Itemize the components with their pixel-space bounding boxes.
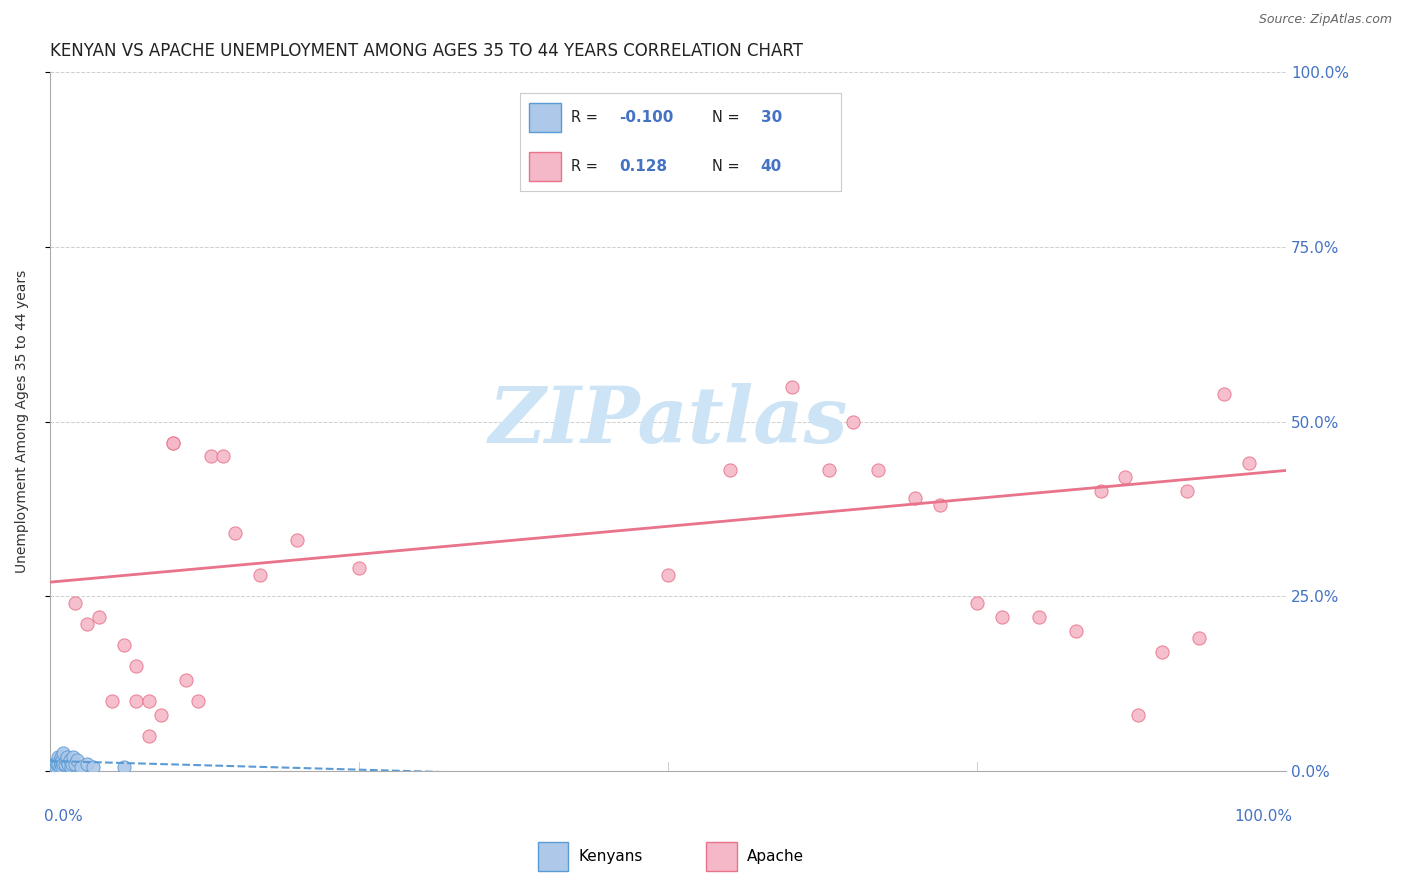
Point bbox=[55, 753, 77, 767]
Point bbox=[150, 707, 173, 722]
Point bbox=[657, 568, 679, 582]
Text: Kenyans: Kenyans bbox=[578, 849, 643, 863]
Text: Source: ZipAtlas.com: Source: ZipAtlas.com bbox=[1258, 13, 1392, 27]
Point bbox=[48, 753, 70, 767]
Point bbox=[44, 756, 66, 771]
Point bbox=[42, 760, 65, 774]
Point bbox=[138, 694, 160, 708]
Point bbox=[76, 756, 98, 771]
Point bbox=[224, 526, 246, 541]
Point bbox=[45, 760, 67, 774]
Point bbox=[1213, 386, 1236, 401]
Point bbox=[174, 673, 197, 687]
Point bbox=[53, 756, 76, 771]
Point bbox=[125, 694, 148, 708]
Text: KENYAN VS APACHE UNEMPLOYMENT AMONG AGES 35 TO 44 YEARS CORRELATION CHART: KENYAN VS APACHE UNEMPLOYMENT AMONG AGES… bbox=[49, 42, 803, 60]
Point bbox=[60, 756, 83, 771]
Point bbox=[100, 694, 122, 708]
Point bbox=[1175, 484, 1198, 499]
Point bbox=[46, 756, 69, 771]
Point bbox=[347, 561, 370, 575]
Point bbox=[212, 450, 235, 464]
Point bbox=[76, 617, 98, 632]
Point bbox=[62, 749, 84, 764]
Point bbox=[1126, 707, 1149, 722]
Point bbox=[162, 435, 184, 450]
Point bbox=[866, 463, 889, 477]
Text: Apache: Apache bbox=[747, 849, 804, 863]
Point bbox=[1028, 610, 1050, 624]
Point bbox=[52, 756, 75, 771]
Text: 100.0%: 100.0% bbox=[1234, 809, 1292, 824]
Point bbox=[51, 753, 73, 767]
Text: ZIPatlas: ZIPatlas bbox=[488, 384, 848, 459]
Point bbox=[1114, 470, 1136, 484]
Point bbox=[51, 760, 73, 774]
Point bbox=[138, 729, 160, 743]
Point bbox=[904, 491, 927, 506]
Point bbox=[966, 596, 988, 610]
Y-axis label: Unemployment Among Ages 35 to 44 years: Unemployment Among Ages 35 to 44 years bbox=[15, 270, 30, 574]
Point bbox=[59, 753, 82, 767]
Point bbox=[63, 596, 86, 610]
Point bbox=[928, 499, 950, 513]
FancyBboxPatch shape bbox=[537, 842, 568, 871]
Point bbox=[112, 638, 135, 652]
Point bbox=[162, 435, 184, 450]
Point bbox=[187, 694, 209, 708]
Point bbox=[249, 568, 271, 582]
Point bbox=[1188, 631, 1211, 645]
Point bbox=[58, 756, 80, 771]
Point bbox=[48, 756, 70, 771]
Point bbox=[817, 463, 839, 477]
Point bbox=[1064, 624, 1087, 638]
Point bbox=[200, 450, 222, 464]
Point bbox=[718, 463, 741, 477]
Point bbox=[59, 760, 82, 774]
Point bbox=[1090, 484, 1112, 499]
Point bbox=[56, 749, 79, 764]
Point bbox=[42, 756, 65, 771]
Point bbox=[990, 610, 1012, 624]
Point bbox=[285, 533, 308, 548]
Point bbox=[89, 610, 111, 624]
Point bbox=[49, 749, 72, 764]
Point bbox=[52, 746, 75, 760]
Point bbox=[49, 756, 72, 771]
Point bbox=[1237, 457, 1260, 471]
Point bbox=[48, 760, 70, 774]
Point bbox=[842, 415, 865, 429]
Point bbox=[780, 379, 803, 393]
Point bbox=[63, 756, 86, 771]
Point bbox=[48, 749, 70, 764]
Point bbox=[125, 659, 148, 673]
Text: 0.0%: 0.0% bbox=[44, 809, 83, 824]
Point bbox=[82, 760, 104, 774]
Point bbox=[112, 760, 135, 774]
Point bbox=[1152, 645, 1174, 659]
Point bbox=[66, 753, 89, 767]
FancyBboxPatch shape bbox=[706, 842, 737, 871]
Point bbox=[41, 760, 63, 774]
Point bbox=[69, 760, 91, 774]
